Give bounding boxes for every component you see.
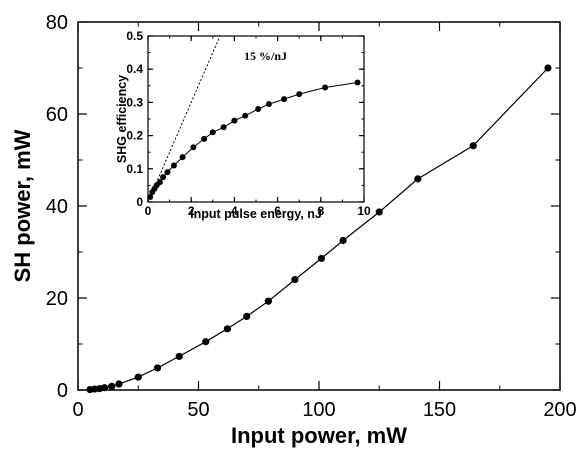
inset-x-tick-label: 0 [145,204,152,218]
inset-x-tick-label: 8 [317,204,324,218]
inset-y-tick-label: 0 [136,195,143,209]
main-data-point [544,64,552,72]
main-data-point [115,380,123,388]
main-x-tick-label: 150 [423,399,456,421]
main-data-point [202,338,210,346]
main-x-tick-label: 200 [543,399,576,421]
inset-data-point [255,106,262,113]
inset-y-tick-label: 0.4 [126,62,143,76]
main-y-tick-label: 60 [46,104,68,126]
inset-x-tick-label: 2 [188,204,195,218]
inset-x-tick-label: 10 [357,204,371,218]
inset-y-tick-label: 0.3 [126,95,143,109]
main-data-point [414,175,422,183]
inset-y-tick-label: 0.1 [126,162,143,176]
main-data-point [100,384,109,392]
main-data-point [153,364,162,372]
inset-y-tick-label: 0.5 [126,29,143,43]
inset-data-point [281,96,288,103]
main-data-point [134,373,142,381]
main-y-axis-title: SH power, mW [10,129,35,282]
main-data-point [175,352,183,361]
inset-data-point [296,91,303,98]
inset-reference-label: 15 %/nJ [244,49,287,63]
main-data-point [223,325,232,333]
main-data-point [317,254,326,263]
inset-series [147,79,361,201]
inset-data-point [190,144,197,151]
inset-data-point [265,101,272,108]
main-data-point [264,297,272,305]
main-data-point [375,208,383,216]
main-y-tick-label: 20 [46,288,68,310]
main-data-point [339,236,347,245]
main-data-point [243,312,251,320]
inset-x-tick-label: 4 [231,204,238,218]
main-data-point [108,382,116,390]
main-x-tick-label: 0 [72,399,83,421]
inset-y-tick-label: 0.2 [126,129,143,143]
main-data-point [469,142,477,150]
main-x-axis-title: Input power, mW [231,423,407,448]
main-x-tick-label: 50 [187,399,209,421]
inset-data-point [164,169,171,176]
main-x-tick-label: 100 [302,399,335,421]
inset-data-point [156,179,163,186]
inset-data-point [147,194,154,201]
inset-data-point [179,154,186,161]
main-y-tick-label: 0 [57,380,68,402]
inset-data-point [322,84,329,91]
main-y-tick-label: 80 [46,12,68,34]
inset-data-point [220,124,227,131]
inset-data-point [201,135,208,142]
inset-data-point [209,129,216,136]
inset-plot: 0 2 4 6 8 10 0 0.1 0.2 0.3 0.4 0.5 Input pulse ener… [115,29,371,221]
inset-y-axis-title: SHG efficiency [115,75,129,163]
main-series [86,64,552,394]
main-data-point [291,276,299,284]
main-y-tick-label: 40 [46,196,68,218]
inset-data-point [231,117,238,124]
inset-plot-frame [147,35,365,203]
inset-x-tick-label: 6 [274,204,281,218]
inset-ticks: 0 2 4 6 8 10 0 0.1 0.2 0.3 0.4 0.5 [126,29,371,218]
inset-x-axis-title: Input pulse energy, nJ [190,207,322,221]
inset-data-point [160,174,167,181]
inset-data-point [170,162,177,169]
inset-data-point [354,79,361,86]
inset-data-point [242,112,249,119]
